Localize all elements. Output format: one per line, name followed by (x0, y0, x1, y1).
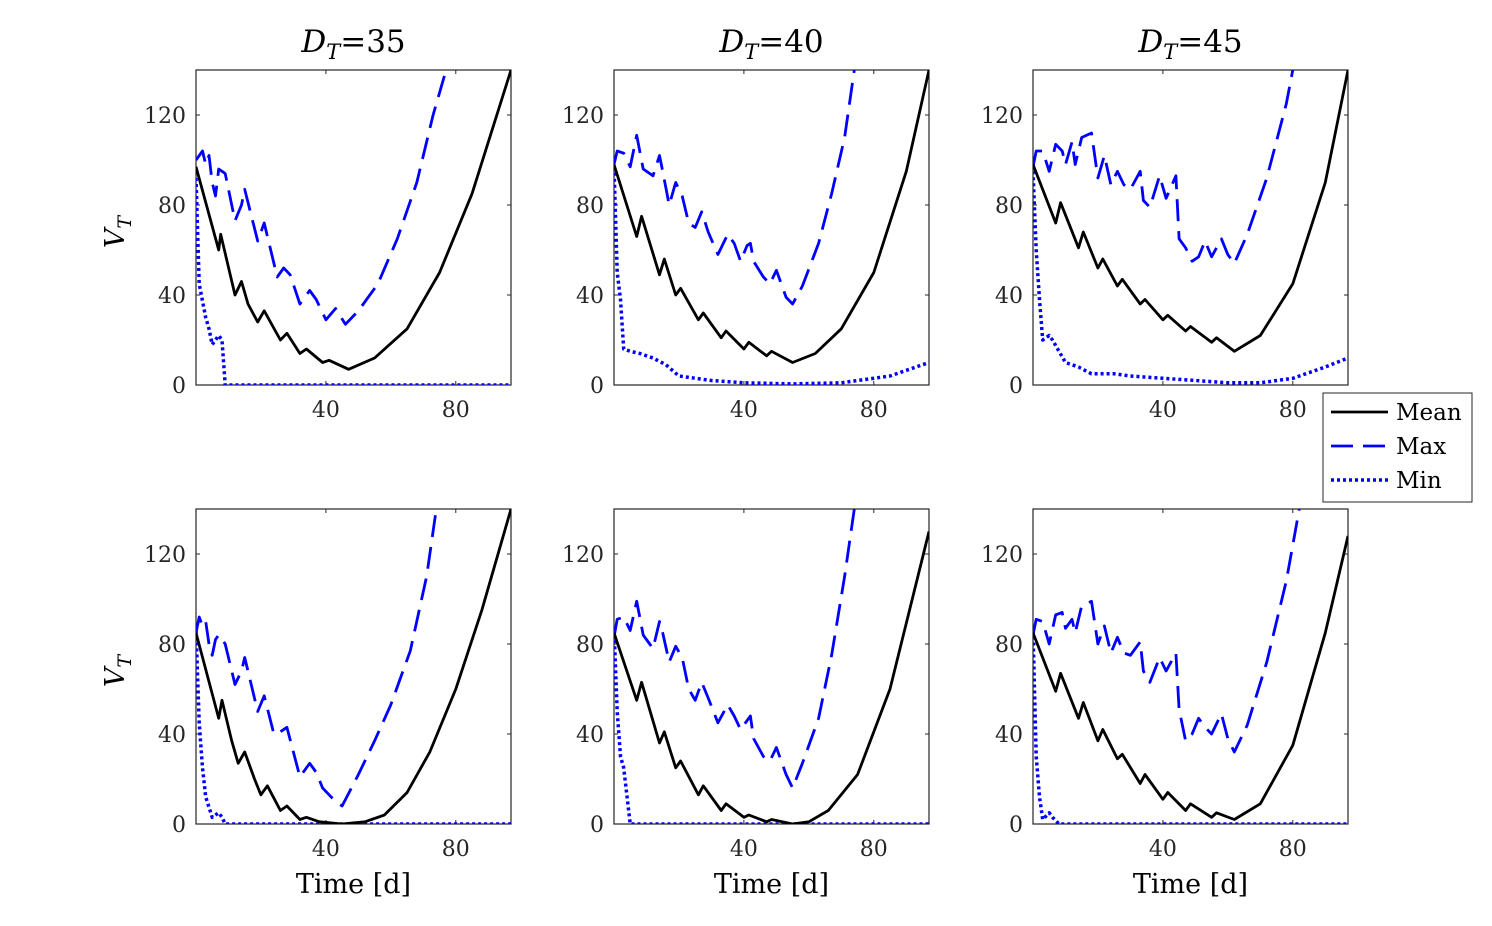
x-axis-label: Time [d] (714, 869, 829, 900)
panel-r0-c2: 40 80 0 40 80 120 DT=45 (981, 24, 1349, 423)
series-max-line (196, 70, 448, 326)
legend-label-max: Max (1396, 434, 1446, 460)
series-min-line (196, 177, 511, 385)
x-tick-label: 80 (1279, 837, 1307, 862)
series-max-line (196, 509, 438, 808)
panel-r1-c0: 40 80 0 40 80 120 VT Time [d] (100, 508, 512, 900)
series-max-line (1033, 70, 1295, 265)
axes-box (195, 69, 512, 386)
y-tick-label: 120 (981, 104, 1023, 129)
y-tick-label: 0 (172, 374, 186, 399)
panel-title: DT=45 (1137, 24, 1242, 64)
x-tick-label: 80 (860, 837, 888, 862)
y-tick-label: 0 (590, 374, 604, 399)
panel-r1-c2: 40 80 0 40 80 120 Time [d] (981, 508, 1349, 900)
y-tick-label: 40 (158, 723, 186, 748)
series-mean-line (1033, 70, 1348, 353)
series-min-line (614, 628, 929, 824)
y-tick-label: 0 (172, 813, 186, 838)
y-tick-label: 80 (995, 194, 1023, 219)
y-tick-label: 0 (1009, 813, 1023, 838)
legend-label-mean: Mean (1396, 400, 1462, 426)
x-axis-label: Time [d] (1133, 869, 1248, 900)
y-tick-label: 120 (562, 543, 604, 568)
axes-box (1032, 69, 1349, 386)
x-tick-label: 40 (312, 398, 340, 423)
x-tick-label: 40 (1149, 837, 1177, 862)
y-tick-label: 40 (995, 284, 1023, 309)
x-axis-label: Time [d] (296, 869, 411, 900)
axes-box (1032, 508, 1349, 825)
y-tick-label: 80 (576, 194, 604, 219)
series-mean-line (614, 70, 929, 364)
series-max-line (1033, 509, 1301, 754)
x-tick-label: 80 (442, 837, 470, 862)
series-min-line (1033, 630, 1348, 824)
series-min-line (614, 166, 929, 385)
y-tick-label: 80 (158, 194, 186, 219)
panel-r1-c1: 40 80 0 40 80 120 Time [d] (562, 508, 930, 900)
y-tick-label: 40 (576, 284, 604, 309)
y-tick-label: 120 (562, 104, 604, 129)
series-max-line (614, 509, 856, 790)
series-mean-line (614, 531, 929, 824)
y-tick-label: 120 (144, 543, 186, 568)
x-tick-label: 40 (312, 837, 340, 862)
series-mean-line (196, 70, 511, 371)
legend: Mean Max Min (1322, 392, 1473, 503)
x-tick-label: 40 (730, 398, 758, 423)
y-tick-label: 80 (576, 633, 604, 658)
panels: 40 80 0 40 80 120 DT=35 VT 40 80 0 40 80 120 DT=40 40 80… (100, 24, 1349, 900)
series-min-line (1033, 171, 1348, 385)
y-tick-label: 0 (590, 813, 604, 838)
y-axis-label: VT (100, 654, 136, 688)
panel-title: DT=35 (300, 24, 405, 64)
y-tick-label: 120 (144, 104, 186, 129)
axes-box (613, 69, 930, 386)
y-tick-label: 40 (576, 723, 604, 748)
y-tick-label: 0 (1009, 374, 1023, 399)
legend-label-min: Min (1396, 468, 1442, 494)
series-mean-line (1033, 535, 1348, 821)
x-tick-label: 80 (442, 398, 470, 423)
panel-title: DT=40 (718, 24, 823, 64)
y-tick-label: 80 (158, 633, 186, 658)
y-tick-label: 40 (995, 723, 1023, 748)
panel-r0-c0: 40 80 0 40 80 120 DT=35 VT (100, 24, 512, 423)
y-axis-label: VT (100, 215, 136, 249)
x-tick-label: 40 (1149, 398, 1177, 423)
series-mean-line (196, 509, 511, 824)
x-tick-label: 40 (730, 837, 758, 862)
y-tick-label: 80 (995, 633, 1023, 658)
panel-r0-c1: 40 80 0 40 80 120 DT=40 (562, 24, 930, 423)
y-tick-label: 120 (981, 543, 1023, 568)
y-tick-label: 40 (158, 284, 186, 309)
x-tick-label: 80 (860, 398, 888, 423)
series-min-line (196, 630, 511, 824)
x-tick-label: 80 (1279, 398, 1307, 423)
series-max-line (614, 70, 856, 306)
axes-box (613, 508, 930, 825)
